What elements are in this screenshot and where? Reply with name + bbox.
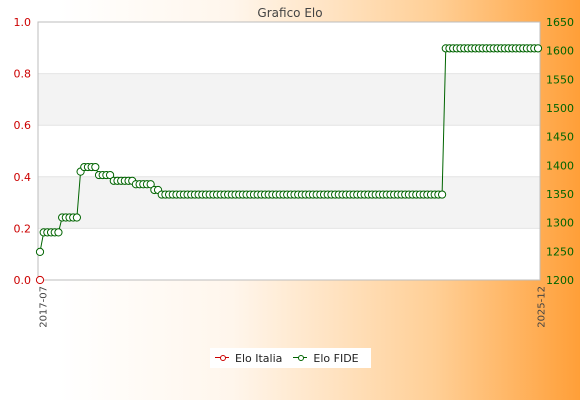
right-axis-tick-label: 1500 [546, 102, 574, 115]
plot-area [38, 22, 540, 280]
data-point-elo-italia [35, 275, 45, 285]
legend: Elo Italia Elo FIDE [210, 348, 371, 368]
left-axis-tick-label: 0.6 [14, 119, 32, 132]
x-axis-tick-label: 2017-07 [39, 286, 50, 328]
legend-item-elo-italia: Elo Italia [215, 352, 282, 365]
right-axis-tick-label: 1250 [546, 245, 574, 258]
legend-item-elo-fide: Elo FIDE [293, 351, 359, 365]
left-axis-tick-label: 0.4 [14, 171, 32, 184]
right-axis-tick-label: 1300 [546, 217, 574, 230]
data-point-elo-fide [54, 228, 63, 237]
right-axis-tick-label: 1400 [546, 159, 574, 172]
data-point-elo-fide [91, 162, 100, 172]
data-point-elo-fide [146, 180, 155, 189]
data-point-elo-fide [35, 247, 45, 257]
data-point-elo-fide [72, 213, 81, 222]
grid-band [38, 176, 540, 229]
plot-border [37, 21, 541, 281]
legend-swatch-elo-fide [293, 353, 308, 363]
x-axis-tick-label: 2025-12 [537, 286, 548, 328]
right-axis-tick-label: 1350 [546, 188, 574, 201]
right-axis-tick-label: 1550 [546, 73, 574, 86]
legend-label-elo-italia: Elo Italia [235, 351, 283, 365]
chart-title: Grafico Elo [257, 6, 322, 20]
left-axis-tick-label: 0.2 [14, 222, 32, 235]
right-axis-tick-label: 1200 [546, 274, 574, 287]
left-axis-tick-label: 0.0 [14, 274, 32, 287]
left-axis-tick-label: 1.0 [14, 16, 32, 29]
left-axis-tick-label: 0.8 [14, 68, 32, 81]
right-axis-tick-label: 1450 [546, 131, 574, 144]
legend-label-elo-fide: Elo FIDE [313, 351, 359, 365]
data-point-elo-fide [437, 190, 447, 199]
grid-band [38, 73, 540, 126]
legend-swatch-elo-italia [215, 353, 229, 363]
data-point-elo-fide [533, 44, 543, 53]
data-point-elo-fide [105, 170, 115, 180]
right-axis-tick-label: 1650 [546, 16, 574, 29]
right-axis-tick-label: 1600 [546, 45, 574, 58]
